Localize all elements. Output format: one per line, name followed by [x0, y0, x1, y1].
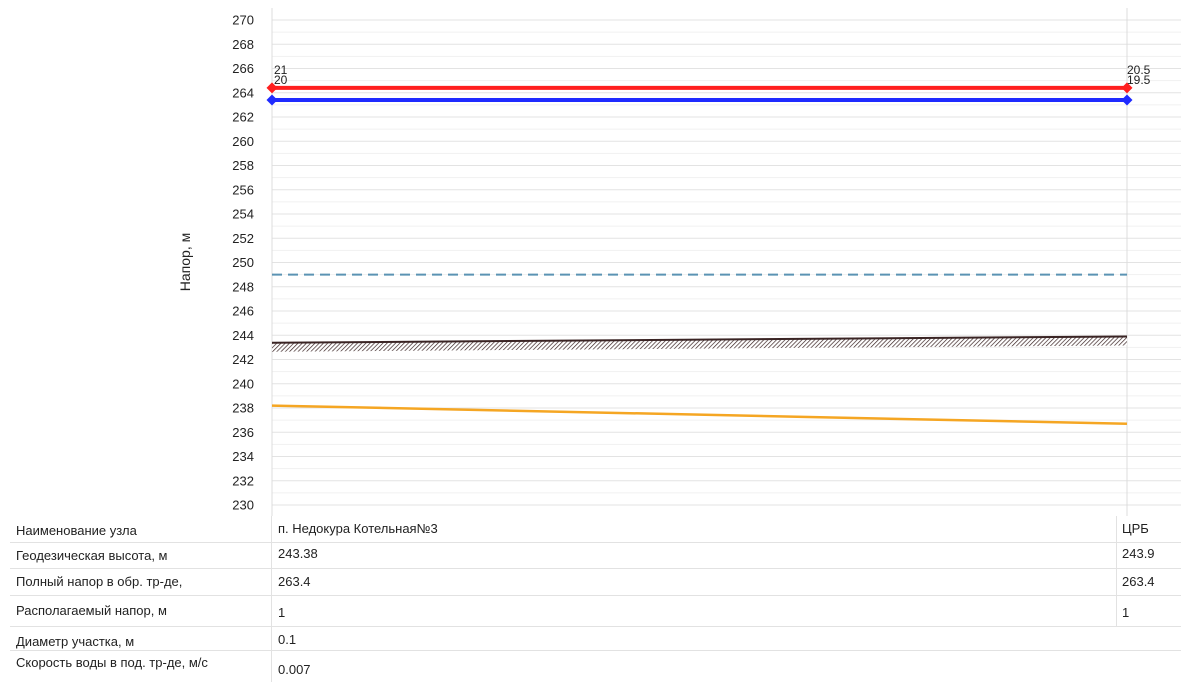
table-row-geodetic-height: Геодезическая высота, м 243.38 243.9 — [10, 542, 1181, 569]
node-annotation-top: 21 — [274, 63, 288, 77]
y-axis: 230 232 234 236 238 240 242 244 246 248 250 252 254 2… — [232, 13, 254, 513]
y-tick-label: 260 — [232, 134, 254, 149]
y-tick-label: 266 — [232, 61, 254, 76]
row-label: Полный напор в обр. тр-де, — [16, 574, 183, 589]
y-tick-label: 252 — [232, 231, 254, 246]
y-tick-label: 268 — [232, 37, 254, 52]
table-separator-right — [1116, 516, 1117, 626]
end-node-value: 1 — [1122, 605, 1130, 620]
row-label: Наименование узла — [16, 523, 137, 538]
orange-line — [271, 404, 1128, 426]
table-row-return-head: Полный напор в обр. тр-де, 263.4 263.4 — [10, 568, 1181, 596]
y-tick-label: 262 — [232, 110, 254, 125]
y-axis-title: Напор, м — [177, 233, 193, 291]
y-tick-label: 258 — [232, 158, 254, 173]
table-separator-left — [271, 516, 272, 682]
y-tick-label: 238 — [232, 401, 254, 416]
start-node-value: 243.38 — [278, 546, 318, 561]
supply-node-marker — [1121, 82, 1133, 94]
row-label: Располагаемый напор, м — [16, 603, 167, 618]
y-tick-label: 250 — [232, 255, 254, 270]
node-annotation-bottom: 20 — [274, 73, 288, 87]
start-node-value: п. Недокура Котельная№3 — [278, 521, 438, 536]
end-node-value: 263.4 — [1122, 574, 1155, 589]
y-tick-label: 230 — [232, 498, 254, 513]
start-node-value: 1 — [278, 605, 286, 620]
chart-grid — [271, 8, 1181, 516]
row-label: Скорость воды в под. тр-де, м/с — [16, 655, 208, 670]
y-tick-label: 234 — [232, 449, 254, 464]
section-value: 0.007 — [278, 662, 311, 677]
table-row-diameter: Диаметр участка, м 0.1 — [10, 626, 1181, 651]
row-label: Геодезическая высота, м — [16, 548, 168, 563]
y-tick-label: 248 — [232, 279, 254, 294]
table-row-available-head: Располагаемый напор, м 1 1 — [10, 595, 1181, 627]
y-tick-label: 236 — [232, 425, 254, 440]
y-tick-label: 264 — [232, 85, 254, 100]
start-node-value: 263.4 — [278, 574, 311, 589]
y-tick-label: 254 — [232, 207, 254, 222]
y-tick-label: 256 — [232, 182, 254, 197]
return-node-marker — [1121, 94, 1133, 106]
return-node-marker — [266, 94, 278, 106]
end-node-value: ЦРБ — [1122, 521, 1149, 536]
table-row-node-name: Наименование узла п. Недокура Котельная№… — [10, 516, 1181, 543]
section-value: 0.1 — [278, 632, 297, 647]
row-label: Диаметр участка, м — [16, 634, 135, 649]
profile-data-table: Наименование узла п. Недокура Котельная№… — [10, 516, 1181, 682]
y-tick-label: 246 — [232, 304, 254, 319]
y-tick-label: 232 — [232, 473, 254, 488]
y-tick-label: 244 — [232, 328, 254, 343]
node-annotation-bottom: 19.5 — [1127, 73, 1151, 87]
ground-hatch-area — [272, 336, 1127, 352]
node-annotation-top: 20.5 — [1127, 63, 1151, 77]
y-tick-label: 270 — [232, 13, 254, 28]
end-node-value: 243.9 — [1122, 546, 1155, 561]
y-tick-label: 242 — [232, 352, 254, 367]
table-row-velocity: Скорость воды в под. тр-де, м/с 0.007 — [10, 650, 1181, 682]
head-profile-chart: 230 232 234 236 238 240 242 244 246 248 250 252 254 2… — [177, 8, 1181, 516]
chart-series — [266, 82, 1133, 426]
y-tick-label: 240 — [232, 376, 254, 391]
supply-node-marker — [266, 82, 278, 94]
ground-level-line — [271, 335, 1128, 344]
